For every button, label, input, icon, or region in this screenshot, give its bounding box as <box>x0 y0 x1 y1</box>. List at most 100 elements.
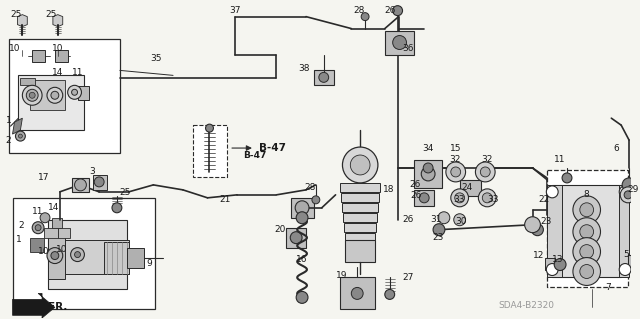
Circle shape <box>26 89 38 101</box>
Text: 27: 27 <box>403 273 414 282</box>
Polygon shape <box>44 228 58 238</box>
Text: 10: 10 <box>8 44 20 53</box>
Bar <box>340 183 380 192</box>
Polygon shape <box>13 293 55 319</box>
Polygon shape <box>414 160 442 188</box>
Circle shape <box>296 292 308 303</box>
Circle shape <box>47 87 63 103</box>
Circle shape <box>622 178 636 192</box>
Text: 26: 26 <box>403 215 414 224</box>
Polygon shape <box>55 50 68 63</box>
Circle shape <box>205 124 213 132</box>
Text: 30: 30 <box>456 217 467 226</box>
Polygon shape <box>13 118 22 134</box>
Text: 11: 11 <box>32 207 44 216</box>
Text: 19: 19 <box>335 271 347 280</box>
Text: 33: 33 <box>487 195 499 204</box>
Text: 23: 23 <box>540 217 552 226</box>
Circle shape <box>451 189 468 207</box>
Circle shape <box>291 232 302 244</box>
Circle shape <box>554 259 566 271</box>
Text: 15: 15 <box>450 144 461 152</box>
Circle shape <box>19 134 22 138</box>
Circle shape <box>295 201 309 215</box>
Circle shape <box>580 203 594 217</box>
Text: FR.: FR. <box>48 302 67 312</box>
Text: 16: 16 <box>296 255 308 264</box>
Bar <box>344 213 377 222</box>
Text: 33: 33 <box>454 195 465 204</box>
Text: 22: 22 <box>538 195 550 204</box>
Bar <box>547 170 628 287</box>
Text: 37: 37 <box>229 6 241 15</box>
Polygon shape <box>460 180 481 196</box>
Circle shape <box>573 218 600 246</box>
Polygon shape <box>286 228 306 248</box>
Text: SDA4-B2320: SDA4-B2320 <box>498 301 554 310</box>
Circle shape <box>29 92 35 98</box>
Circle shape <box>51 91 59 99</box>
Bar <box>346 233 375 241</box>
Text: 26: 26 <box>410 191 422 200</box>
Text: 28: 28 <box>304 183 316 192</box>
Polygon shape <box>19 75 84 130</box>
Text: 26: 26 <box>410 180 421 189</box>
Text: 35: 35 <box>150 54 162 63</box>
Circle shape <box>72 89 77 95</box>
Circle shape <box>68 85 81 99</box>
Circle shape <box>481 167 490 177</box>
Circle shape <box>580 225 594 239</box>
Text: 32: 32 <box>481 155 493 165</box>
Polygon shape <box>385 31 414 56</box>
Polygon shape <box>127 248 143 268</box>
Text: 28: 28 <box>353 6 365 15</box>
Text: 25: 25 <box>10 10 22 19</box>
Circle shape <box>15 131 26 141</box>
Polygon shape <box>48 220 127 289</box>
Text: B-47: B-47 <box>259 143 285 153</box>
Circle shape <box>532 224 543 236</box>
Circle shape <box>580 264 594 278</box>
Polygon shape <box>545 257 555 270</box>
Circle shape <box>351 287 363 300</box>
Circle shape <box>40 213 50 223</box>
Circle shape <box>51 252 59 260</box>
Text: 34: 34 <box>422 144 434 152</box>
Text: 2: 2 <box>6 136 12 145</box>
Circle shape <box>547 263 558 276</box>
Circle shape <box>562 173 572 183</box>
Polygon shape <box>291 198 314 218</box>
Circle shape <box>573 196 600 224</box>
Text: 11: 11 <box>72 68 83 77</box>
Circle shape <box>47 248 63 263</box>
Circle shape <box>454 214 465 226</box>
Text: 5: 5 <box>623 250 629 259</box>
Circle shape <box>94 177 104 187</box>
Text: 14: 14 <box>52 68 63 77</box>
Circle shape <box>580 245 594 259</box>
Text: 3: 3 <box>90 167 95 176</box>
Polygon shape <box>72 178 90 192</box>
Circle shape <box>75 179 86 191</box>
Polygon shape <box>414 190 434 206</box>
Circle shape <box>455 193 465 203</box>
Text: 10: 10 <box>56 245 67 254</box>
Circle shape <box>421 167 435 181</box>
Polygon shape <box>30 238 44 252</box>
Text: 20: 20 <box>275 225 286 234</box>
Text: 36: 36 <box>403 44 414 53</box>
Circle shape <box>624 191 632 199</box>
Polygon shape <box>32 50 45 63</box>
Circle shape <box>296 212 308 224</box>
Polygon shape <box>314 70 333 85</box>
Text: 12: 12 <box>532 251 544 260</box>
Text: 38: 38 <box>298 64 310 73</box>
Circle shape <box>319 72 329 82</box>
Circle shape <box>393 35 406 49</box>
Circle shape <box>451 167 461 177</box>
Circle shape <box>312 196 320 204</box>
Polygon shape <box>20 78 35 85</box>
Text: 10: 10 <box>52 44 63 53</box>
Circle shape <box>393 6 403 16</box>
Polygon shape <box>58 228 70 238</box>
